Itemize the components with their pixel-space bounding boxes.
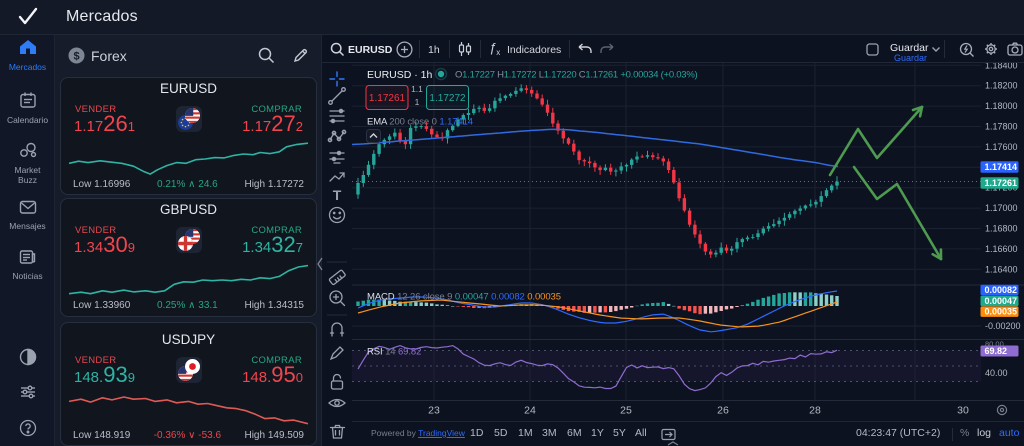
svg-text:1.17414: 1.17414 <box>985 162 1018 172</box>
svg-text:24: 24 <box>524 405 536 417</box>
svg-text:1.17261: 1.17261 <box>985 178 1018 188</box>
svg-text:1.17000: 1.17000 <box>985 203 1018 213</box>
svg-text:T: T <box>333 187 342 203</box>
svg-text:1.18400: 1.18400 <box>985 63 1018 70</box>
svg-text:25: 25 <box>620 405 632 417</box>
svg-text:1.17800: 1.17800 <box>985 122 1018 132</box>
svg-text:0.00047: 0.00047 <box>985 296 1018 306</box>
svg-text:80.00: 80.00 <box>985 340 1004 349</box>
svg-text:1.16600: 1.16600 <box>985 244 1018 254</box>
svg-text:MACD 12 26 close 9 0.00047 0: MACD 12 26 close 9 0.00047 0.00082 0.000… <box>367 292 561 303</box>
svg-text:EURUSD · 1h: EURUSD · 1h <box>367 69 433 81</box>
svg-text:1.17272: 1.17272 <box>429 93 466 104</box>
svg-text:1.17600: 1.17600 <box>985 142 1018 152</box>
svg-text:1.18000: 1.18000 <box>985 101 1018 111</box>
svg-text:0.00082: 0.00082 <box>985 285 1018 295</box>
svg-text:$: $ <box>73 51 79 63</box>
svg-text:1: 1 <box>415 97 420 107</box>
svg-text:-0.00200: -0.00200 <box>985 321 1021 331</box>
svg-text:EMA 200 close 0 1.17414: EMA 200 close 0 1.17414 <box>367 117 473 128</box>
svg-text:30: 30 <box>957 405 969 417</box>
svg-text:0.00035: 0.00035 <box>985 307 1018 317</box>
svg-text:40.00: 40.00 <box>985 368 1008 378</box>
svg-text:1.17261: 1.17261 <box>369 93 406 104</box>
svg-text:1.18200: 1.18200 <box>985 81 1018 91</box>
svg-text:1.16800: 1.16800 <box>985 224 1018 234</box>
svg-text:26: 26 <box>717 405 729 417</box>
svg-text:69.82: 69.82 <box>985 346 1008 356</box>
svg-text:23: 23 <box>428 405 440 417</box>
svg-text:1.16400: 1.16400 <box>985 264 1018 274</box>
svg-text:O1.17227 H1.17272 L1.17220 C1.: O1.17227 H1.17272 L1.17220 C1.17261 +0.0… <box>455 70 698 81</box>
svg-text:28: 28 <box>809 405 821 417</box>
svg-text:1.1: 1.1 <box>411 84 423 94</box>
svg-text:RSI 14 69.82: RSI 14 69.82 <box>367 347 421 358</box>
